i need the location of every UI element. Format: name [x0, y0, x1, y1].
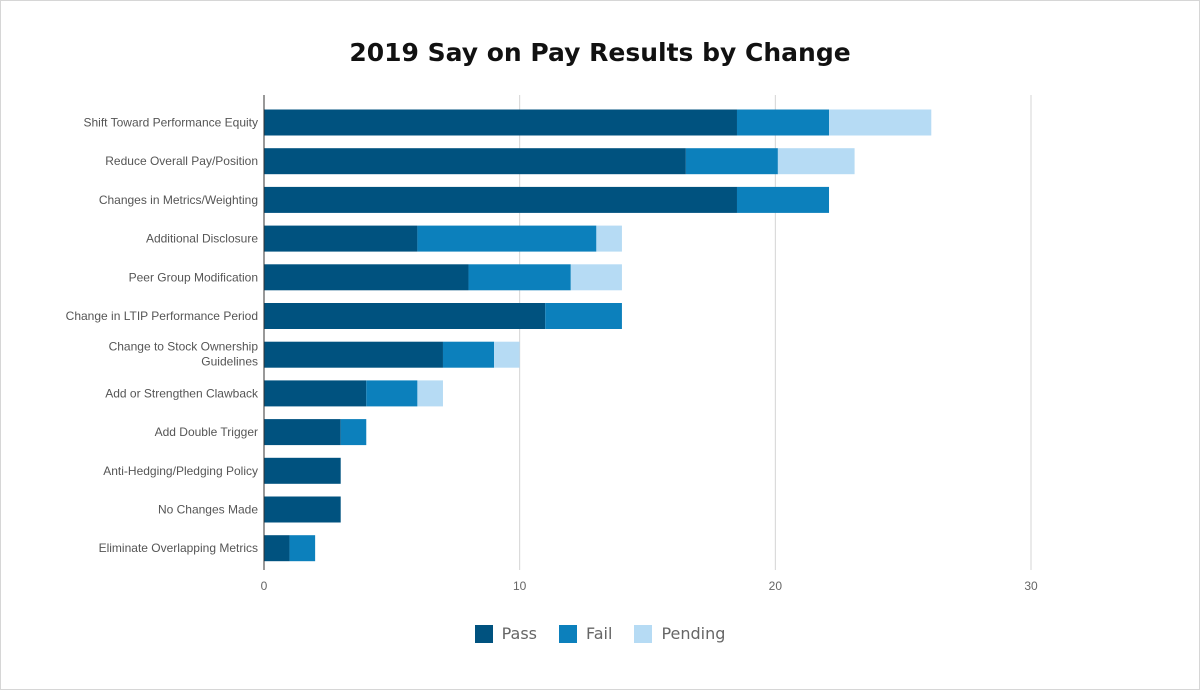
bar-fail	[736, 109, 830, 136]
legend-label: Pass	[501, 624, 537, 643]
bar-fail	[442, 341, 495, 368]
legend-swatch	[634, 624, 653, 643]
x-tick-label: 20	[769, 579, 783, 593]
bar-pass	[264, 380, 367, 407]
legend-swatch	[474, 624, 493, 643]
legend-swatch	[559, 624, 577, 643]
bar-pending	[570, 264, 622, 291]
category-label: Add Double Trigger	[155, 425, 258, 439]
bar-pending	[777, 148, 855, 175]
bar-pass	[264, 419, 341, 446]
bar-pass	[264, 264, 469, 291]
bar-pending	[596, 225, 622, 252]
x-tick-label: 0	[261, 579, 268, 593]
bar-pass	[264, 457, 341, 484]
category-label: Additional Disclosure	[146, 232, 258, 246]
bar-fail	[340, 419, 367, 446]
legend-label: Fail	[586, 624, 613, 643]
bar-pass	[264, 148, 686, 175]
legend-item-pass: Pass	[474, 624, 537, 643]
category-label: Anti-Hedging/Pledging Policy	[103, 464, 258, 478]
bar-pass	[264, 535, 290, 562]
bar-fail	[736, 186, 830, 213]
category-label: No Changes Made	[158, 503, 258, 517]
category-label: Reduce Overall Pay/Position	[105, 154, 258, 168]
legend-label: Pending	[661, 624, 726, 643]
category-label: Peer Group Modification	[129, 270, 258, 284]
bar-pending	[829, 109, 932, 136]
category-label: Add or Strengthen Clawback	[105, 386, 259, 400]
bar-pass	[264, 303, 546, 329]
bar-pass	[264, 186, 737, 213]
bar-pass	[264, 109, 737, 136]
category-label: Changes in Metrics/Weighting	[99, 193, 258, 207]
bar-pass	[264, 496, 341, 523]
bar-pending	[417, 380, 443, 407]
category-label: Change in LTIP Performance Period	[66, 309, 258, 323]
category-label: Eliminate Overlapping Metrics	[99, 541, 258, 555]
x-tick-label: 30	[1024, 579, 1038, 593]
bar-fail	[545, 303, 622, 329]
bar-pass	[264, 225, 418, 252]
x-tick-label: 10	[513, 579, 527, 593]
bar-fail	[685, 148, 778, 175]
bar-fail	[468, 264, 571, 291]
bar-pending	[494, 341, 520, 368]
bar-fail	[366, 380, 418, 407]
legend-item-fail: Fail	[559, 624, 612, 643]
bar-fail	[289, 535, 316, 562]
bar-fail	[417, 225, 597, 252]
chart-legend: Pass Fail Pending	[0, 624, 1200, 643]
legend-item-pending: Pending	[634, 624, 725, 643]
category-label: Shift Toward Performance Equity	[83, 116, 258, 130]
chart-title: 2019 Say on Pay Results by Change	[349, 38, 851, 67]
category-label: Change to Stock Ownership Guidelines	[109, 340, 259, 369]
bar-pass	[264, 341, 443, 368]
